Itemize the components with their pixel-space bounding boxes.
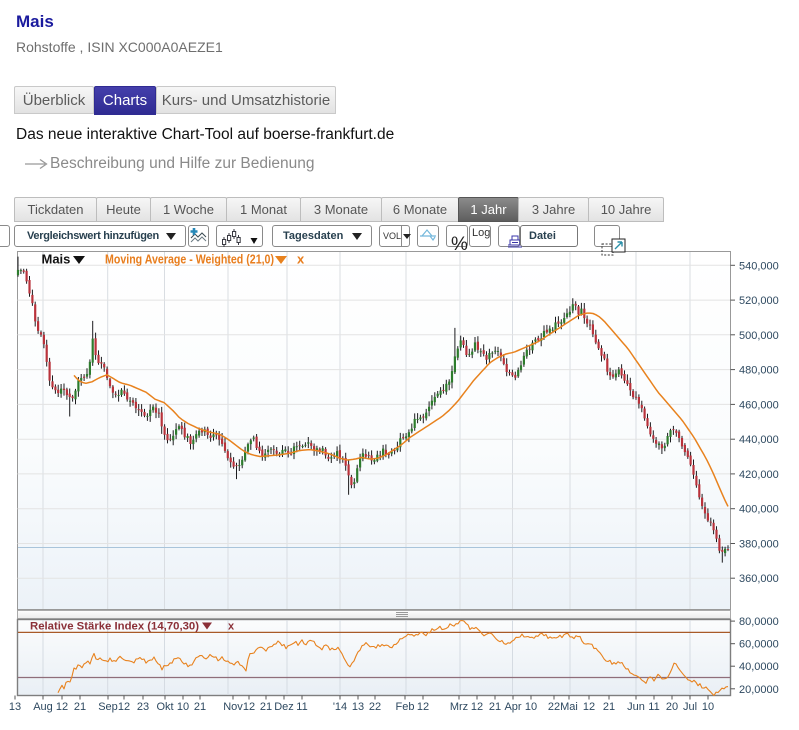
svg-text:500,000: 500,000	[739, 330, 779, 342]
svg-text:40,0000: 40,0000	[739, 661, 779, 673]
svg-text:12: 12	[56, 701, 68, 713]
svg-text:Mrz: Mrz	[450, 701, 468, 713]
svg-text:21: 21	[260, 701, 272, 713]
svg-text:400,000: 400,000	[739, 504, 779, 516]
svg-text:21: 21	[74, 701, 86, 713]
svg-text:x: x	[228, 621, 235, 633]
svg-text:Nov: Nov	[223, 701, 243, 713]
svg-text:Mais: Mais	[42, 252, 71, 267]
svg-text:Apr: Apr	[504, 701, 521, 713]
svg-text:13: 13	[9, 701, 21, 713]
svg-text:'14: '14	[333, 701, 347, 713]
svg-text:10: 10	[525, 701, 537, 713]
svg-text:360,000: 360,000	[739, 573, 779, 585]
svg-text:Aug: Aug	[33, 701, 53, 713]
svg-text:22: 22	[548, 701, 560, 713]
svg-text:12: 12	[583, 701, 595, 713]
svg-text:12: 12	[243, 701, 255, 713]
svg-text:20,0000: 20,0000	[739, 684, 779, 696]
svg-text:20: 20	[666, 701, 678, 713]
svg-text:21: 21	[489, 701, 501, 713]
svg-text:Jun: Jun	[627, 701, 645, 713]
svg-text:440,000: 440,000	[739, 434, 779, 446]
svg-text:Okt: Okt	[156, 701, 173, 713]
svg-text:22: 22	[369, 701, 381, 713]
svg-text:Jul: Jul	[683, 701, 697, 713]
svg-text:Relative Stärke Index (14,70,3: Relative Stärke Index (14,70,30)	[30, 621, 199, 633]
svg-text:80,0000: 80,0000	[739, 616, 779, 628]
svg-text:13: 13	[352, 701, 364, 713]
svg-text:21: 21	[603, 701, 615, 713]
svg-text:Sep: Sep	[98, 701, 118, 713]
svg-text:x: x	[297, 252, 305, 267]
svg-text:Moving Average - Weighted (21,: Moving Average - Weighted (21,0)	[105, 252, 274, 267]
svg-text:60,0000: 60,0000	[739, 639, 779, 651]
svg-text:12: 12	[118, 701, 130, 713]
svg-text:460,000: 460,000	[739, 399, 779, 411]
svg-text:21: 21	[194, 701, 206, 713]
svg-text:380,000: 380,000	[739, 539, 779, 551]
svg-text:520,000: 520,000	[739, 295, 779, 307]
svg-text:10: 10	[702, 701, 714, 713]
svg-text:10: 10	[177, 701, 189, 713]
svg-text:11: 11	[296, 701, 307, 713]
svg-text:12: 12	[417, 701, 429, 713]
svg-text:480,000: 480,000	[739, 365, 779, 377]
svg-text:Dez: Dez	[274, 701, 294, 713]
svg-text:23: 23	[137, 701, 149, 713]
svg-text:Mai: Mai	[560, 701, 578, 713]
svg-text:12: 12	[471, 701, 483, 713]
svg-text:540,000: 540,000	[739, 260, 779, 272]
svg-text:11: 11	[648, 701, 659, 713]
svg-text:Feb: Feb	[396, 701, 415, 713]
svg-text:420,000: 420,000	[739, 469, 779, 481]
